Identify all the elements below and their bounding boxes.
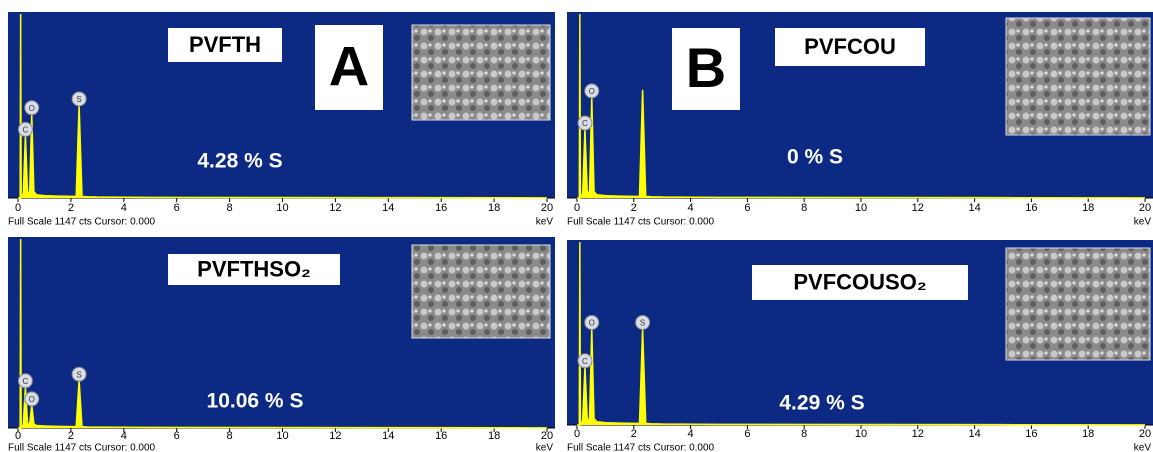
peak-label: C (582, 119, 588, 128)
x-unit: keV (536, 217, 554, 228)
panel-title: PVFCOUSO₂ (793, 269, 926, 294)
peak-label: S (640, 319, 645, 328)
panel-title: PVFTHSO₂ (197, 256, 311, 281)
x-tick-label: 16 (435, 202, 447, 214)
x-tick-label: 2 (68, 202, 74, 214)
peak-label: S (76, 95, 81, 104)
x-tick-label: 16 (435, 430, 447, 442)
footer: Full Scale 1147 cts Cursor: 0.000 (567, 217, 715, 228)
peak-label: O (29, 395, 35, 404)
x-tick-label: 6 (174, 430, 180, 442)
panel-title: PVFCOU (804, 34, 896, 59)
x-tick-label: 4 (688, 428, 694, 440)
x-tick-label: 2 (68, 430, 74, 442)
x-tick-label: 0 (574, 428, 580, 440)
x-tick-label: 12 (912, 202, 924, 214)
x-tick-label: 8 (227, 202, 233, 214)
x-tick-label: 14 (968, 202, 980, 214)
x-tick-label: 20 (541, 430, 553, 442)
x-tick-label: 4 (121, 430, 127, 442)
x-unit: keV (1134, 443, 1152, 452)
x-tick-label: 20 (541, 202, 553, 214)
figure: 02468101214161820COSPVFTHA4.28 % SFull S… (0, 0, 1153, 452)
peak-label: C (23, 126, 29, 135)
spectrum-panel: 0 2 4 6 8 10 12 14 16 18 20 C O S PVFCOUSO₂ 4.29 % S Ful… (567, 240, 1153, 452)
x-tick-label: 12 (329, 430, 341, 442)
x-tick-label: 16 (1025, 202, 1037, 214)
x-tick-label: 12 (912, 428, 924, 440)
spectrum-panel: 0 2 4 6 8 10 12 14 16 18 20 C O S PVFTH A 4.28 % S Full S… (8, 12, 555, 228)
x-tick-label: 10 (855, 202, 867, 214)
x-tick-label: 8 (801, 202, 807, 214)
x-tick-label: 18 (1082, 202, 1094, 214)
annotation: 4.28 % S (197, 150, 282, 173)
footer: Full Scale 1147 cts Cursor: 0.000 (8, 217, 156, 228)
x-tick-label: 0 (15, 430, 21, 442)
x-tick-label: 2 (631, 202, 637, 214)
sem-image (1006, 18, 1150, 135)
x-tick-label: 4 (688, 202, 694, 214)
x-tick-label: 8 (801, 428, 807, 440)
x-tick-label: 10 (276, 202, 288, 214)
annotation: 4.29 % S (779, 392, 864, 415)
x-tick-label: 10 (276, 430, 288, 442)
panel-title: PVFTH (189, 32, 261, 57)
x-unit: keV (1134, 217, 1152, 228)
peak-label: C (582, 357, 588, 366)
x-tick-label: 0 (574, 202, 580, 214)
x-tick-label: 14 (968, 428, 980, 440)
sem-image (1006, 248, 1150, 360)
x-tick-label: 2 (631, 428, 637, 440)
x-tick-label: 10 (855, 428, 867, 440)
x-tick-label: 16 (1025, 428, 1037, 440)
x-tick-label: 0 (15, 202, 21, 214)
x-tick-label: 18 (488, 202, 500, 214)
x-tick-label: 20 (1139, 202, 1151, 214)
x-tick-label: 8 (227, 430, 233, 442)
peak-label: C (23, 377, 29, 386)
x-tick-label: 18 (488, 430, 500, 442)
panel-label: B (686, 36, 726, 99)
x-tick-label: 14 (382, 202, 394, 214)
peak-label: O (29, 104, 35, 113)
spectrum-panel: 0 2 4 6 8 10 12 14 16 18 20 CO S PVFTHSO₂ 10.06 % S Ful… (8, 237, 555, 452)
annotation: 10.06 % S (207, 390, 304, 413)
x-tick-label: 4 (121, 202, 127, 214)
sem-image (412, 25, 550, 120)
x-tick-label: 6 (744, 202, 750, 214)
spectrum-panel: 0 2 4 6 8 10 12 14 16 18 20 C O PVFCOU B 0 % S Full Scal… (567, 12, 1153, 228)
peak-label: O (589, 319, 595, 328)
x-tick-label: 6 (744, 428, 750, 440)
peak-label: O (589, 87, 595, 96)
x-tick-label: 12 (329, 202, 341, 214)
annotation: 0 % S (787, 146, 843, 169)
panel-label: A (329, 34, 369, 97)
peak-label: S (76, 370, 81, 379)
footer: Full Scale 1147 cts Cursor: 0.000 (8, 443, 156, 452)
x-unit: keV (536, 443, 554, 452)
footer: Full Scale 1147 cts Cursor: 0.000 (567, 443, 715, 452)
x-tick-label: 18 (1082, 428, 1094, 440)
sem-image (412, 245, 550, 338)
x-tick-label: 20 (1139, 428, 1151, 440)
x-tick-label: 6 (174, 202, 180, 214)
x-tick-label: 14 (382, 430, 394, 442)
